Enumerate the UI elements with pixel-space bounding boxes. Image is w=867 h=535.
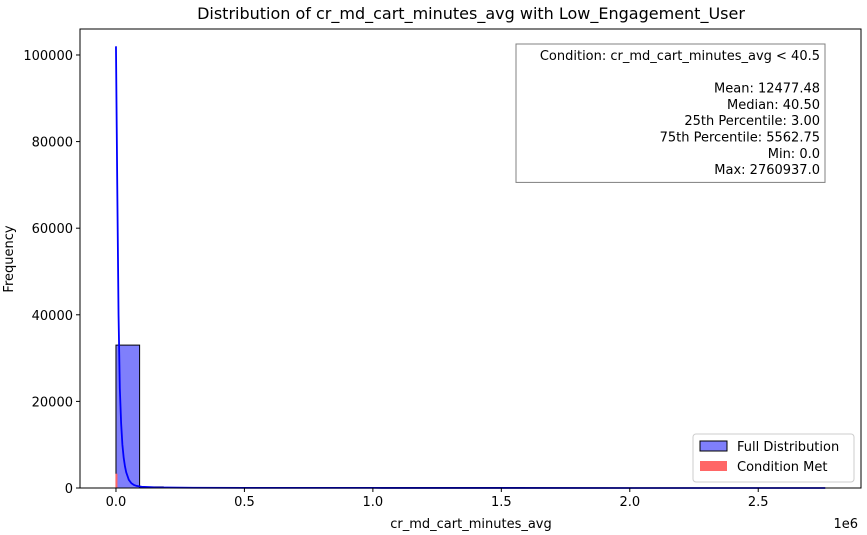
x-axis-label: cr_md_cart_minutes_avg <box>390 517 552 532</box>
x-tick-label: 1.5 <box>491 495 512 510</box>
x-tick-label: 1.0 <box>363 495 384 510</box>
stats-line: Median: 40.50 <box>727 98 820 113</box>
stats-line: Mean: 12477.48 <box>714 82 820 97</box>
axes-frame <box>79 28 862 489</box>
y-tick-label: 40000 <box>32 309 73 324</box>
x-tick-label: 0.5 <box>234 495 255 510</box>
stats-line: Min: 0.0 <box>768 147 820 162</box>
legend-label: Condition Met <box>737 460 827 475</box>
x-tick-label: 2.5 <box>748 495 769 510</box>
condition-met-bar <box>115 473 118 488</box>
plot-area: 0.0 0.5 1.0 1.5 2.0 2.5 0 20000 40000 60000 80000 1… <box>23 28 862 510</box>
stats-line: Condition: cr_md_cart_minutes_avg < 40.5 <box>540 49 820 64</box>
y-tick-label: 0 <box>65 482 73 497</box>
y-tick-label: 100000 <box>23 49 73 64</box>
legend-swatch <box>700 461 727 471</box>
x-tick-label: 0.0 <box>106 495 127 510</box>
stats-box <box>515 43 826 183</box>
stats-line: 25th Percentile: 3.00 <box>684 114 820 129</box>
y-axis-label: Frequency <box>2 225 17 292</box>
legend-label: Full Distribution <box>737 440 839 455</box>
y-tick-label: 20000 <box>32 395 73 410</box>
y-tick-label: 60000 <box>32 222 73 237</box>
x-axis-offset-label: 1e6 <box>833 517 858 532</box>
x-tick-label: 2.0 <box>619 495 640 510</box>
chart-title: Distribution of cr_md_cart_minutes_avg w… <box>197 4 745 24</box>
stats-line: Max: 2760937.0 <box>714 163 820 178</box>
legend-box <box>692 433 855 483</box>
stats-line: 75th Percentile: 5562.75 <box>660 131 820 146</box>
legend-swatch <box>699 440 728 452</box>
y-tick-label: 80000 <box>32 136 73 151</box>
